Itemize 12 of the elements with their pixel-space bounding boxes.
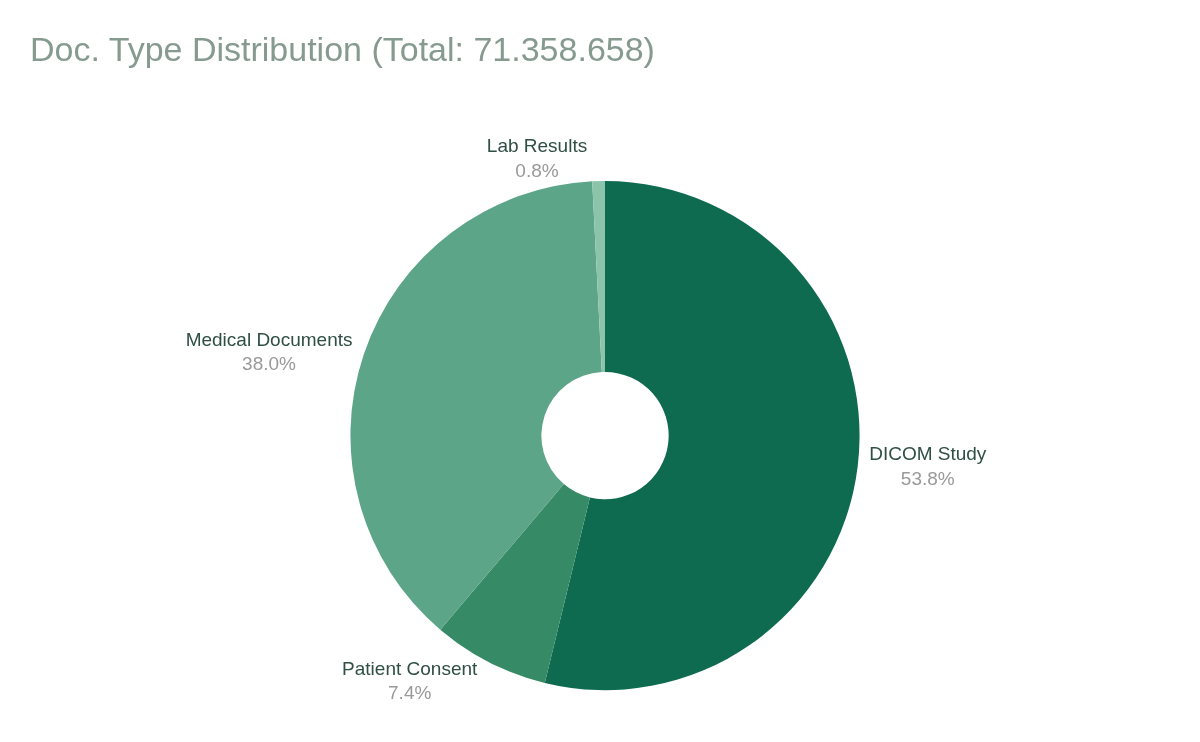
donut-slice <box>592 181 605 373</box>
donut-slice <box>350 181 602 630</box>
data-label: 7.4% <box>388 682 432 704</box>
data-label: 53.8% <box>900 468 955 490</box>
data-label: 38.0% <box>242 353 297 375</box>
donut-slice <box>544 181 860 691</box>
data-label: 0.8% <box>515 160 559 182</box>
slice-label: Medical Documents <box>185 328 353 350</box>
chart-title: Doc. Type Distribution (Total: 71.358.658) <box>30 29 655 68</box>
slice-label: DICOM Study <box>869 443 987 465</box>
slice-label: Patient Consent <box>342 657 479 679</box>
slice-label: Lab Results <box>486 135 588 157</box>
